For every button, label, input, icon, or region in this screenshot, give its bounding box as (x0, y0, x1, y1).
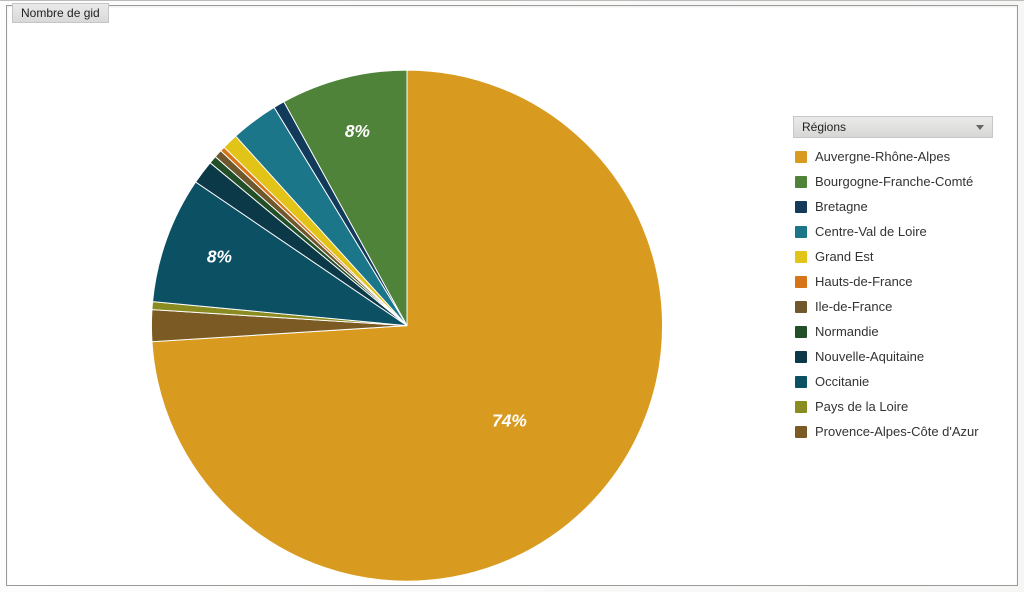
pie-chart: 74% 8% 8% (27, 46, 787, 586)
legend-header-label: Régions (802, 120, 846, 134)
legend-label: Grand Est (815, 249, 874, 264)
legend-header[interactable]: Régions (793, 116, 993, 138)
legend-swatch (795, 276, 807, 288)
legend-label: Bourgogne-Franche-Comté (815, 174, 973, 189)
legend-label: Centre-Val de Loire (815, 224, 927, 239)
legend-label: Occitanie (815, 374, 869, 389)
legend-item[interactable]: Grand Est (793, 244, 993, 269)
legend-swatch (795, 426, 807, 438)
legend-label: Provence-Alpes-Côte d'Azur (815, 424, 979, 439)
legend-label: Normandie (815, 324, 879, 339)
legend-swatch (795, 301, 807, 313)
legend-label: Ile-de-France (815, 299, 892, 314)
legend-label: Nouvelle-Aquitaine (815, 349, 924, 364)
legend-swatch (795, 376, 807, 388)
legend-swatch (795, 401, 807, 413)
legend-item[interactable]: Pays de la Loire (793, 394, 993, 419)
legend-swatch (795, 351, 807, 363)
legend: Régions Auvergne-Rhône-Alpes Bourgogne-Fr… (793, 116, 993, 444)
pie-slice-label: 8% (345, 121, 370, 141)
legend-label: Hauts-de-France (815, 274, 913, 289)
legend-item[interactable]: Occitanie (793, 369, 993, 394)
pie-slice-label: 74% (492, 410, 527, 430)
legend-item[interactable]: Provence-Alpes-Côte d'Azur (793, 419, 993, 444)
chevron-down-icon (976, 125, 984, 130)
legend-label: Bretagne (815, 199, 868, 214)
legend-swatch (795, 326, 807, 338)
legend-item[interactable]: Auvergne-Rhône-Alpes (793, 144, 993, 169)
legend-item[interactable]: Nouvelle-Aquitaine (793, 344, 993, 369)
legend-item[interactable]: Hauts-de-France (793, 269, 993, 294)
pie-svg: 74% 8% 8% (27, 46, 787, 586)
legend-item[interactable]: Normandie (793, 319, 993, 344)
legend-swatch (795, 251, 807, 263)
legend-swatch (795, 151, 807, 163)
legend-label: Pays de la Loire (815, 399, 908, 414)
pie-slice-label: 8% (207, 247, 232, 267)
legend-label: Auvergne-Rhône-Alpes (815, 149, 950, 164)
legend-item[interactable]: Ile-de-France (793, 294, 993, 319)
legend-swatch (795, 176, 807, 188)
legend-item[interactable]: Bourgogne-Franche-Comté (793, 169, 993, 194)
chart-title-badge: Nombre de gid (12, 3, 109, 23)
legend-swatch (795, 226, 807, 238)
chart-frame: 74% 8% 8% Régions Auvergne-Rhône-Alpes Bour… (6, 5, 1018, 586)
legend-swatch (795, 201, 807, 213)
legend-item[interactable]: Bretagne (793, 194, 993, 219)
legend-item[interactable]: Centre-Val de Loire (793, 219, 993, 244)
